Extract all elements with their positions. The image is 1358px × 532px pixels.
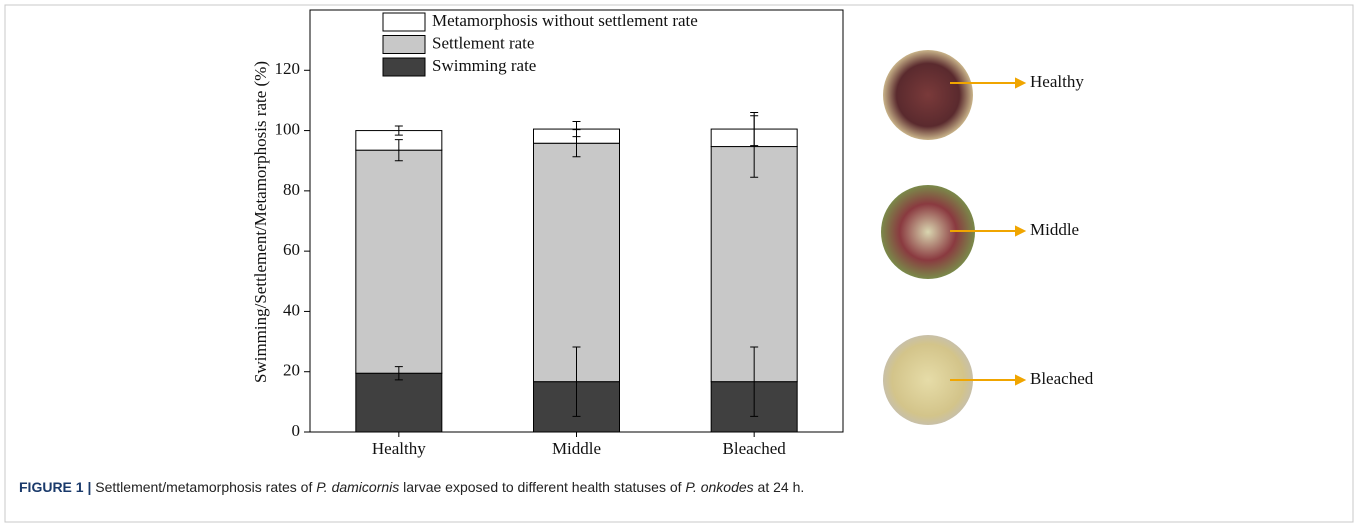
- legend-label: Metamorphosis without settlement rate: [432, 11, 698, 30]
- error-bar: [750, 346, 759, 417]
- error-bar: [750, 111, 759, 147]
- bar-segment: [355, 372, 443, 433]
- plot-frame: [309, 9, 844, 433]
- bar-segment: [355, 149, 443, 374]
- x-tick-label: Middle: [552, 439, 601, 458]
- y-tick-label: 120: [275, 59, 301, 78]
- image-label: Healthy: [1030, 72, 1084, 91]
- error-bar: [572, 346, 581, 417]
- y-tick-label: 60: [283, 240, 300, 259]
- error-bar: [394, 139, 403, 162]
- caption-species: P. onkodes: [685, 479, 754, 495]
- legend-swatch: [382, 12, 426, 32]
- photo-healthy: [883, 50, 973, 140]
- caption: FIGURE 1 | Settlement/metamorphosis rate…: [19, 479, 804, 495]
- legend-label: Settlement rate: [432, 33, 534, 52]
- legend-swatch: [382, 35, 426, 54]
- bar-segment: [533, 142, 620, 383]
- y-tick-label: 20: [283, 361, 300, 380]
- y-axis-label: Swimming/Settlement/Metamorphosis rate (…: [251, 61, 270, 383]
- photo-bleached: [883, 335, 973, 425]
- photo-middle: [881, 185, 975, 279]
- caption-label: FIGURE 1 |: [19, 479, 92, 495]
- legend-swatch: [382, 57, 426, 77]
- y-tick-label: 40: [283, 300, 300, 319]
- bar-segment: [710, 146, 798, 383]
- caption-species: P. damicornis: [316, 479, 400, 495]
- y-tick-label: 0: [292, 421, 301, 440]
- figure-border: [4, 4, 1354, 523]
- y-tick-label: 100: [275, 119, 301, 138]
- caption-text: Settlement/metamorphosis rates of: [91, 479, 317, 495]
- x-tick-label: Bleached: [723, 439, 787, 458]
- legend-label: Swimming rate: [432, 56, 536, 75]
- caption-text: larvae exposed to different health statu…: [399, 479, 686, 495]
- y-tick-label: 80: [283, 180, 300, 199]
- image-label: Bleached: [1030, 369, 1094, 388]
- error-bar: [394, 366, 403, 381]
- image-label: Middle: [1030, 220, 1079, 239]
- error-bar: [394, 125, 403, 136]
- x-tick-label: Healthy: [372, 439, 426, 458]
- error-bar: [572, 121, 581, 138]
- arrows: [950, 77, 1027, 386]
- caption-text: at 24 h.: [753, 479, 805, 495]
